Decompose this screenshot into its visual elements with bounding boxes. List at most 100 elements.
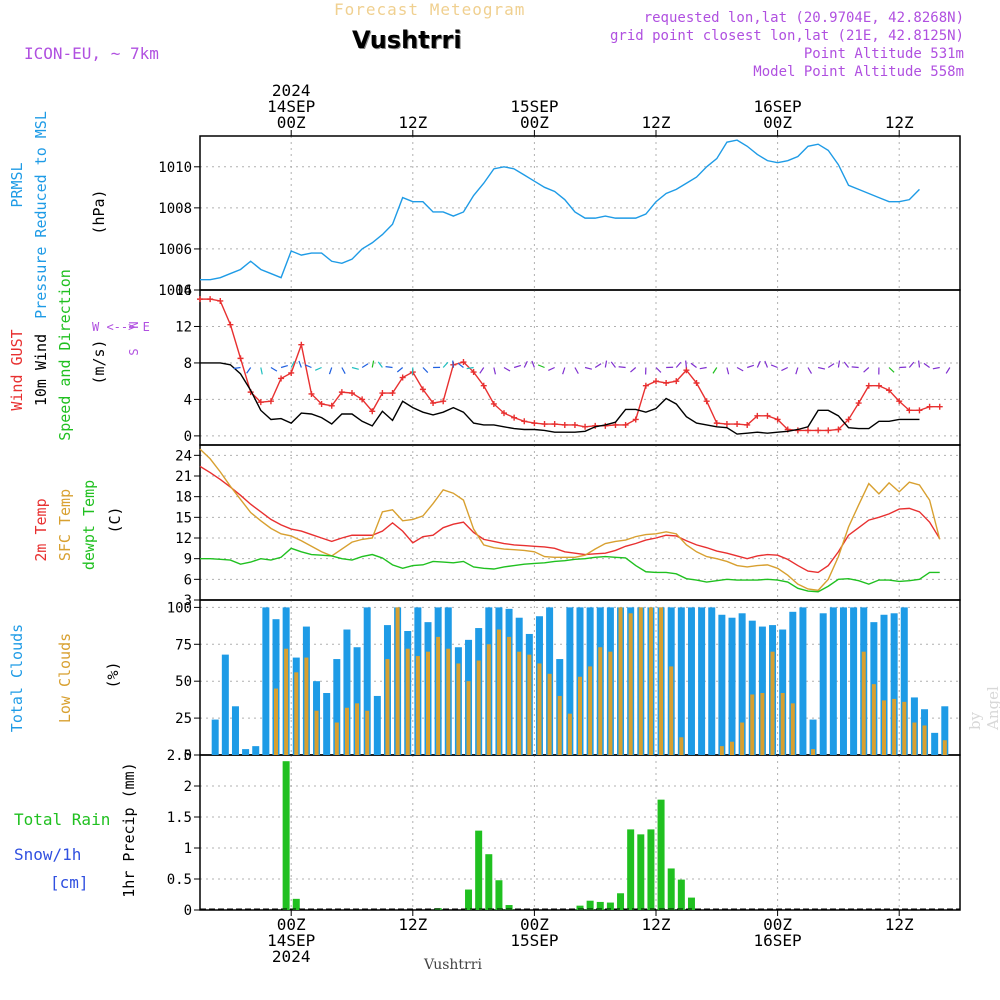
top-time-label: 00Z <box>520 113 549 132</box>
total-cloud-bar <box>677 607 685 755</box>
wind-gust-marker <box>237 355 244 362</box>
wind-gust-marker <box>886 387 893 394</box>
wind-gust-marker <box>916 407 923 414</box>
rain-bar <box>687 897 695 910</box>
total-cloud-bar <box>728 617 736 755</box>
rain-bar <box>282 761 290 910</box>
y-tick-label: 1.5 <box>167 810 192 826</box>
wind-gust-marker <box>288 369 295 376</box>
low-cloud-bar <box>578 676 582 755</box>
total-cloud-bar <box>809 719 817 755</box>
temp-unit: (C) <box>106 506 124 533</box>
wind-direction-arrow <box>851 366 859 369</box>
rain-bar <box>475 830 483 910</box>
wind-direction-arrow <box>604 360 608 368</box>
wind-direction-arrow <box>377 361 383 368</box>
wind-gust-marker <box>349 390 355 397</box>
rain-bar <box>485 854 493 910</box>
rain-bar <box>292 898 300 910</box>
model-altitude: Model Point Altitude 558m <box>753 64 964 80</box>
wind-direction-arrow <box>314 366 322 371</box>
wind-gust-marker <box>693 380 700 386</box>
y-tick-label: 4 <box>184 392 192 408</box>
rain-bar <box>596 901 604 910</box>
low-cloud-bar <box>760 693 765 755</box>
pressure-ylabel-1: PRMSL <box>8 162 26 207</box>
low-cloud-bar <box>719 746 724 755</box>
rain-bar <box>627 829 635 910</box>
low-cloud-bar <box>892 698 897 755</box>
top-time-label: 00Z <box>277 113 306 132</box>
wind-direction-arrow <box>328 367 333 375</box>
wind-gust-marker <box>774 416 781 423</box>
wind-direction-arrow <box>770 364 778 369</box>
low-cloud-bar <box>507 636 512 755</box>
total-cloud-bar <box>748 620 756 755</box>
temp-ylabel-2m: 2m Temp <box>32 498 50 561</box>
total-cloud-bar <box>333 659 341 755</box>
wind-direction-arrow <box>618 366 626 369</box>
rain-bar <box>647 829 655 910</box>
total-cloud-bar <box>252 746 260 755</box>
wind-direction-arrow <box>747 364 755 369</box>
y-tick-label: 21 <box>175 469 192 485</box>
low-cloud-bar <box>486 644 491 755</box>
wind-direction-arrow <box>945 367 951 374</box>
wind-direction-arrow <box>493 367 497 375</box>
rain-bar <box>637 834 645 910</box>
wind-gust-marker <box>642 382 649 389</box>
y-tick-label: 1008 <box>158 201 192 217</box>
low-cloud-bar <box>344 707 349 755</box>
wind-gust-marker <box>531 420 538 427</box>
wind-gust-marker <box>440 398 447 405</box>
wind-direction-arrow <box>513 364 522 369</box>
wind-direction-arrow <box>923 362 930 368</box>
low-cloud-bar <box>426 651 430 755</box>
low-cloud-bar <box>355 703 360 755</box>
total-cloud-bar <box>789 611 797 755</box>
low-cloud-bar <box>496 629 501 755</box>
bottom-time-label: 00Z <box>763 915 792 934</box>
top-time-label: 2024 <box>272 81 311 100</box>
wind-direction-arrow <box>918 360 921 368</box>
station-name: Vushtrri <box>352 26 462 54</box>
low-cloud-bar <box>608 651 613 755</box>
wind-gust-marker <box>845 416 852 423</box>
top-time-label: 14SEP <box>267 97 315 116</box>
low-cloud-bar <box>527 654 532 755</box>
low-cloud-bar <box>314 710 319 755</box>
temp-sfc-line <box>199 448 941 592</box>
low-cloud-bar <box>598 647 603 755</box>
y-tick-label: 100 <box>167 600 192 616</box>
bottom-time-label: 12Z <box>642 915 671 934</box>
low-cloud-bar <box>385 659 390 755</box>
wind-direction-arrow <box>764 360 769 368</box>
wind-direction-arrow <box>908 361 915 368</box>
total-cloud-bar <box>839 607 847 755</box>
wind-direction-arrow <box>466 366 474 370</box>
bottom-time-label: 12Z <box>398 915 427 934</box>
y-tick-label: 12 <box>175 531 192 547</box>
wind-ylabel-gust: Wind GUST <box>8 329 26 410</box>
top-time-label: 12Z <box>398 113 427 132</box>
wind-gust-marker <box>338 389 345 396</box>
wind-gust-marker <box>318 400 325 407</box>
rain-bar <box>495 880 503 910</box>
wind-gust-marker <box>855 400 862 407</box>
rain-bar <box>677 879 685 910</box>
total-cloud-bar <box>687 607 695 755</box>
wind-direction-arrow <box>594 363 602 369</box>
wind-direction-arrow <box>712 367 718 374</box>
low-cloud-bar <box>567 713 572 755</box>
low-cloud-bar <box>415 656 420 755</box>
wind-gust-marker <box>764 412 771 419</box>
grid-point-location: grid point closest lon,lat (21E, 42.8125… <box>609 28 964 44</box>
wind-gust-marker <box>926 403 933 410</box>
wind-direction-arrow <box>690 362 697 368</box>
wind-ylabel-10m: 10m Wind <box>32 334 50 406</box>
wind-gust-marker <box>571 421 578 428</box>
low-cloud-bar <box>638 607 643 755</box>
footer-station: Vushtrri <box>424 957 482 973</box>
low-cloud-bar <box>679 737 684 755</box>
wind-direction-arrow <box>341 367 346 374</box>
